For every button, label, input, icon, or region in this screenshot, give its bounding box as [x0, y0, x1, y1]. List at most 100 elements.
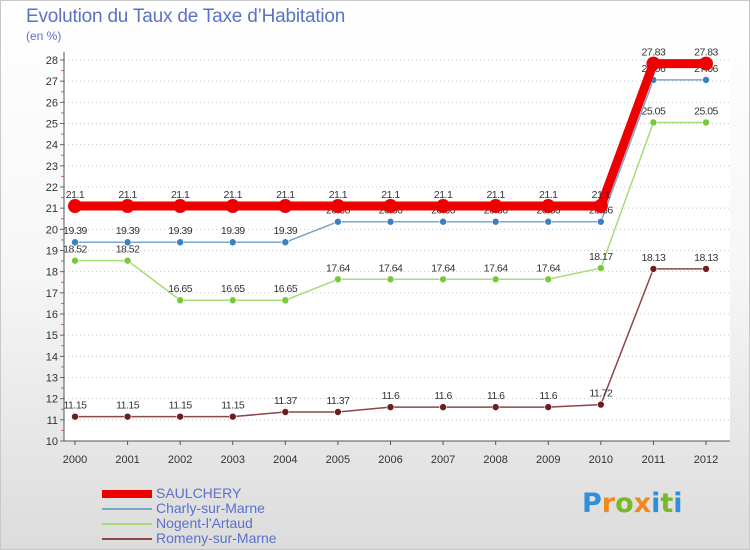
data-point	[544, 403, 553, 411]
data-label: 21.1	[486, 189, 505, 201]
data-point	[649, 118, 658, 127]
y-tick-label: 27	[46, 76, 58, 88]
data-point	[176, 238, 184, 247]
x-tick-label: 2000	[63, 454, 87, 466]
data-point	[71, 256, 79, 265]
data-point	[123, 412, 132, 421]
y-tick-label: 18	[46, 267, 58, 279]
legend-swatch	[102, 538, 152, 540]
y-tick-label: 16	[46, 309, 58, 321]
data-label: 11.6	[382, 390, 400, 402]
x-tick-label: 2005	[326, 454, 350, 466]
data-point	[491, 275, 500, 284]
data-point	[488, 199, 503, 214]
data-point	[439, 217, 447, 226]
logo-letter: x	[633, 488, 652, 519]
logo-letter: t	[660, 488, 674, 519]
data-point	[176, 412, 184, 421]
data-point	[228, 238, 237, 247]
data-point	[597, 400, 605, 409]
data-point	[334, 275, 342, 284]
data-label: 21.1	[381, 189, 400, 201]
data-point	[281, 296, 290, 305]
data-label: 21.1	[118, 189, 137, 201]
data-label: 21.1	[276, 189, 295, 201]
data-point	[386, 275, 395, 284]
data-point	[436, 199, 451, 214]
y-tick-label: 10	[46, 436, 58, 448]
legend-label: SAULCHERY	[156, 485, 242, 501]
data-point	[544, 275, 553, 284]
data-label: 21.1	[171, 189, 190, 201]
data-point	[228, 296, 237, 305]
data-label: 19.39	[221, 225, 245, 237]
y-tick-label: 13	[46, 373, 58, 385]
data-point	[278, 199, 293, 214]
data-label: 11.15	[169, 400, 193, 412]
data-point	[123, 238, 132, 247]
y-tick-label: 21	[46, 203, 58, 215]
data-label: 21.1	[66, 189, 85, 201]
data-label: 17.64	[326, 262, 350, 274]
logo-letter: i	[651, 488, 661, 519]
data-label: 18.52	[63, 244, 87, 256]
legend-swatch	[102, 523, 152, 525]
data-label: 11.6	[434, 390, 452, 402]
data-label: 21.1	[592, 189, 611, 201]
data-label: 11.15	[221, 400, 245, 412]
y-tick-label: 22	[46, 182, 58, 194]
data-label: 16.65	[273, 283, 297, 295]
data-point	[439, 403, 447, 411]
data-point	[228, 412, 237, 421]
data-label: 17.64	[484, 262, 508, 274]
data-label: 16.65	[221, 283, 245, 295]
data-point	[439, 275, 447, 284]
y-tick-label: 19	[46, 246, 58, 258]
data-point	[383, 199, 398, 214]
data-point	[699, 56, 713, 71]
data-point	[120, 199, 135, 214]
data-label: 27.83	[694, 47, 718, 59]
x-tick-label: 2009	[536, 454, 560, 466]
data-point	[68, 199, 82, 214]
x-tick-label: 2008	[483, 454, 507, 466]
data-label: 21.1	[224, 189, 243, 201]
chart-subtitle: (en %)	[26, 29, 62, 43]
data-point	[225, 199, 240, 214]
y-tick-label: 23	[46, 161, 58, 173]
data-point	[173, 199, 188, 214]
data-label: 11.15	[64, 400, 88, 412]
data-point	[702, 265, 710, 273]
y-tick-label: 28	[46, 55, 58, 67]
y-tick-label: 24	[46, 140, 58, 152]
data-label: 18.17	[589, 251, 613, 263]
data-point	[593, 199, 608, 214]
x-tick-label: 2004	[273, 454, 297, 466]
data-label: 11.15	[116, 400, 140, 412]
data-point	[702, 118, 710, 127]
plot-area	[64, 54, 730, 441]
x-tick-label: 2002	[168, 454, 192, 466]
logo-letter: i	[673, 488, 683, 519]
data-label: 25.05	[642, 105, 666, 117]
x-tick-label: 2007	[431, 454, 455, 466]
data-label: 27.83	[642, 47, 666, 59]
data-label: 11.72	[589, 388, 613, 400]
data-point	[71, 238, 79, 247]
x-tick-label: 2006	[378, 454, 402, 466]
data-label: 19.39	[116, 225, 140, 237]
data-label: 17.64	[431, 262, 455, 274]
data-point	[702, 76, 710, 84]
data-label: 21.1	[539, 189, 558, 201]
logo-letter: P	[582, 488, 602, 519]
data-point	[281, 238, 290, 247]
x-tick-label: 2001	[115, 454, 139, 466]
data-point	[334, 217, 342, 226]
data-point	[597, 264, 605, 272]
x-tick-label: 2012	[694, 454, 718, 466]
x-tick-label: 2011	[642, 454, 666, 466]
data-label: 11.37	[326, 395, 350, 407]
chart-title: Evolution du Taux de Taxe d’Habitation	[26, 6, 346, 27]
data-label: 16.65	[168, 283, 192, 295]
data-label: 11.6	[539, 390, 557, 402]
